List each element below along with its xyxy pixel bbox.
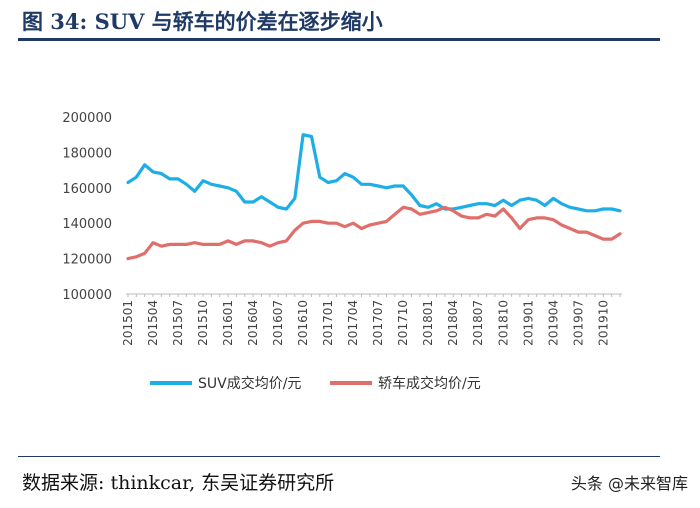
x-tick-label: 201907 [571,300,585,346]
x-tick-label: 201510 [196,300,210,346]
y-tick-label: 140000 [62,217,112,232]
x-tick-label: 201707 [371,300,385,346]
source-note: 数据来源: thinkcar, 东吴证券研究所 [22,472,335,494]
watermark: 头条 @未来智库 [571,470,688,494]
x-tick-label: 201704 [346,300,360,346]
x-tick-label: 201507 [171,300,185,346]
legend-sedan-label: 轿车成交均价/元 [378,375,481,392]
x-tick-label: 201710 [396,300,410,346]
x-tick-label: 201607 [271,300,285,346]
x-tick-label: 201810 [496,300,510,346]
figure-title: 图 34: SUV 与轿车的价差在逐步缩小 [22,9,383,34]
series-lines [126,133,622,261]
x-tick-label: 201804 [446,300,460,346]
x-tick-label: 201601 [221,300,235,346]
watermark-text: 头条 @未来智库 [570,474,688,493]
x-tick-label: 201604 [246,300,260,346]
x-tick-label: 201801 [421,300,435,346]
sedan-series-line [126,205,622,261]
x-tick-label: 201501 [121,300,135,346]
title-rule [18,38,660,41]
x-tick-label: 201910 [596,300,610,346]
y-axis: 100000 120000 140000 160000 180000 200000 [62,111,112,303]
y-tick-label: 160000 [62,182,112,197]
x-tick-label: 201901 [521,300,535,346]
x-tick-label: 201904 [546,300,560,346]
x-tick-label: 201610 [296,300,310,346]
y-tick-label: 100000 [62,288,112,303]
y-tick-label: 180000 [62,146,112,161]
x-axis: 201501 201504 201507 201510 201601 201604 2016… [121,293,622,346]
legend-suv-label: SUV成交均价/元 [198,375,301,392]
x-tick-label: 201504 [146,300,160,346]
y-tick-label: 120000 [62,253,112,268]
x-tick-label: 201701 [321,300,335,346]
y-tick-label: 200000 [62,111,112,126]
source-rule [18,456,660,457]
suv-series-line [126,133,622,213]
legend: SUV成交均价/元 轿车成交均价/元 [150,375,481,392]
x-tick-label: 201807 [471,300,485,346]
